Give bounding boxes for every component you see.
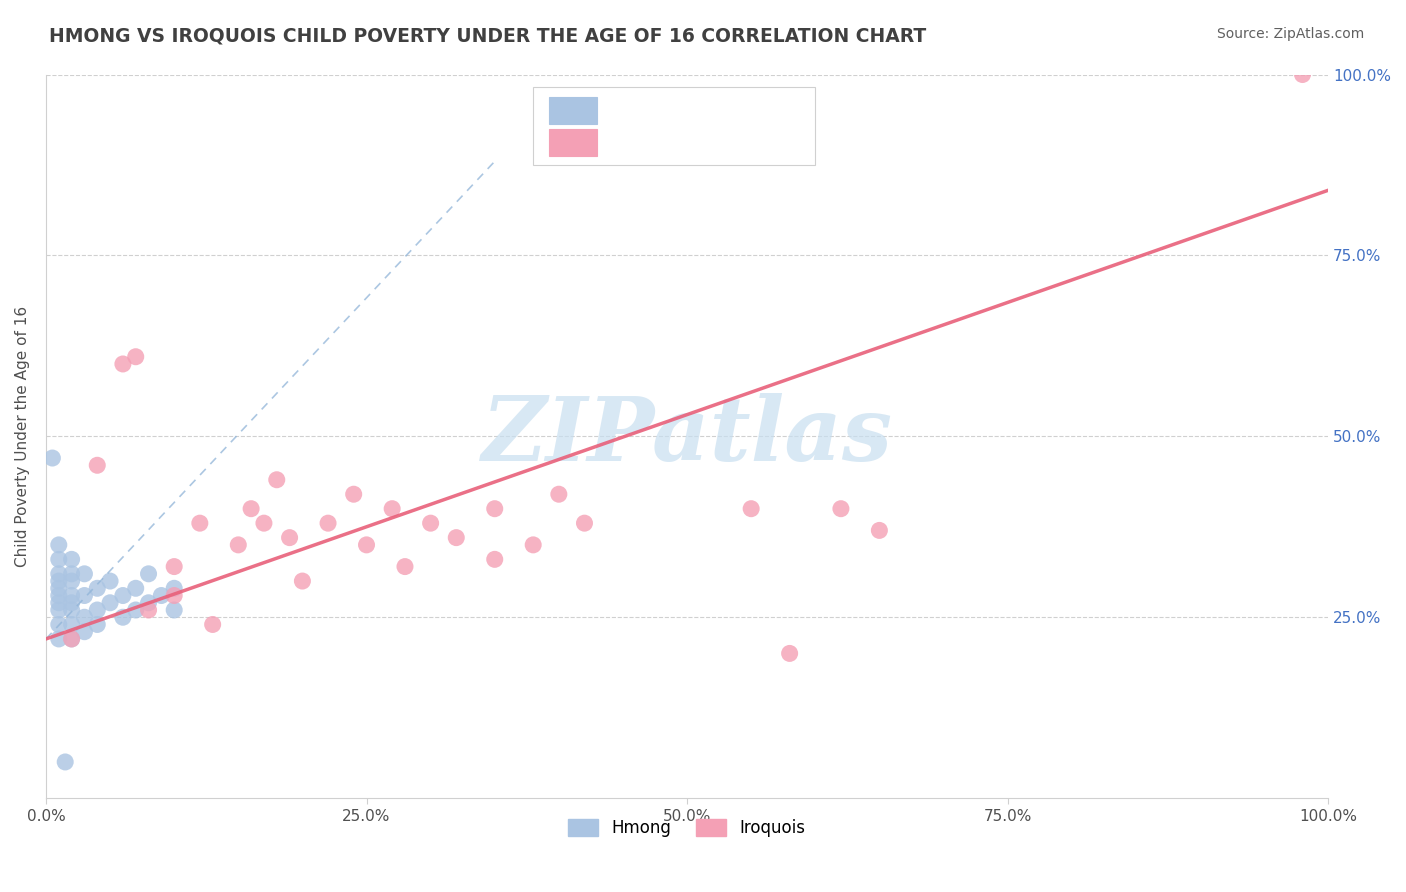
Bar (548, 128, 598, 156)
Point (446, 531, 468, 545)
Text: HMONG VS IROQUOIS CHILD POVERTY UNDER THE AGE OF 16 CORRELATION CHART: HMONG VS IROQUOIS CHILD POVERTY UNDER TH… (49, 27, 927, 45)
Point (60, 603, 83, 617)
Point (138, 596, 160, 610)
Point (266, 473, 288, 487)
Point (73, 566, 96, 581)
Bar (548, 97, 598, 125)
Point (111, 589, 134, 603)
Point (188, 516, 211, 531)
Point (522, 538, 544, 552)
Point (394, 559, 416, 574)
Point (48, 589, 70, 603)
Text: R = 0.678: R = 0.678 (613, 135, 693, 150)
Point (163, 589, 186, 603)
Point (125, 350, 148, 364)
Point (163, 603, 186, 617)
Point (60, 566, 83, 581)
Point (356, 538, 378, 552)
Point (226, 538, 249, 552)
Point (740, 501, 762, 516)
Point (73, 610, 96, 624)
Point (53, 755, 76, 769)
Point (291, 574, 314, 588)
Point (138, 603, 160, 617)
Point (60, 632, 83, 646)
Point (574, 516, 596, 531)
Point (60, 632, 83, 646)
Point (48, 632, 70, 646)
Point (868, 524, 890, 538)
Point (240, 501, 263, 516)
Point (830, 501, 852, 516)
Point (278, 531, 301, 545)
Point (48, 596, 70, 610)
Point (316, 516, 339, 531)
Point (1291, 68, 1313, 82)
Point (60, 574, 83, 588)
Text: N = 37: N = 37 (721, 103, 787, 119)
Point (111, 357, 134, 371)
Point (484, 501, 506, 516)
Point (98, 596, 121, 610)
Point (73, 624, 96, 639)
Point (138, 566, 160, 581)
Point (41, 450, 63, 465)
Point (86, 458, 108, 473)
Point (48, 582, 70, 596)
Text: Source: ZipAtlas.com: Source: ZipAtlas.com (1216, 27, 1364, 41)
Legend: Hmong, Iroquois: Hmong, Iroquois (561, 813, 813, 844)
Point (419, 516, 441, 531)
Point (73, 589, 96, 603)
Point (163, 559, 186, 574)
Point (86, 582, 108, 596)
Y-axis label: Child Poverty Under the Age of 16: Child Poverty Under the Age of 16 (15, 306, 30, 567)
Point (86, 617, 108, 632)
Point (150, 589, 173, 603)
Point (201, 617, 224, 632)
Text: ZIPatlas: ZIPatlas (482, 393, 893, 480)
Point (48, 603, 70, 617)
Point (48, 566, 70, 581)
Point (253, 516, 276, 531)
Point (86, 603, 108, 617)
Point (60, 589, 83, 603)
Point (60, 596, 83, 610)
Point (779, 647, 801, 661)
Point (48, 574, 70, 588)
Point (60, 617, 83, 632)
Point (343, 487, 366, 501)
Text: N = 36: N = 36 (721, 135, 787, 150)
Point (163, 582, 186, 596)
Point (98, 574, 121, 588)
Text: R = 0.071: R = 0.071 (613, 103, 693, 119)
Point (111, 610, 134, 624)
Point (547, 487, 569, 501)
Point (48, 552, 70, 566)
Point (60, 552, 83, 566)
Point (48, 538, 70, 552)
Point (484, 552, 506, 566)
FancyBboxPatch shape (533, 87, 815, 165)
Point (125, 603, 148, 617)
Point (125, 582, 148, 596)
Point (48, 617, 70, 632)
Point (381, 501, 404, 516)
